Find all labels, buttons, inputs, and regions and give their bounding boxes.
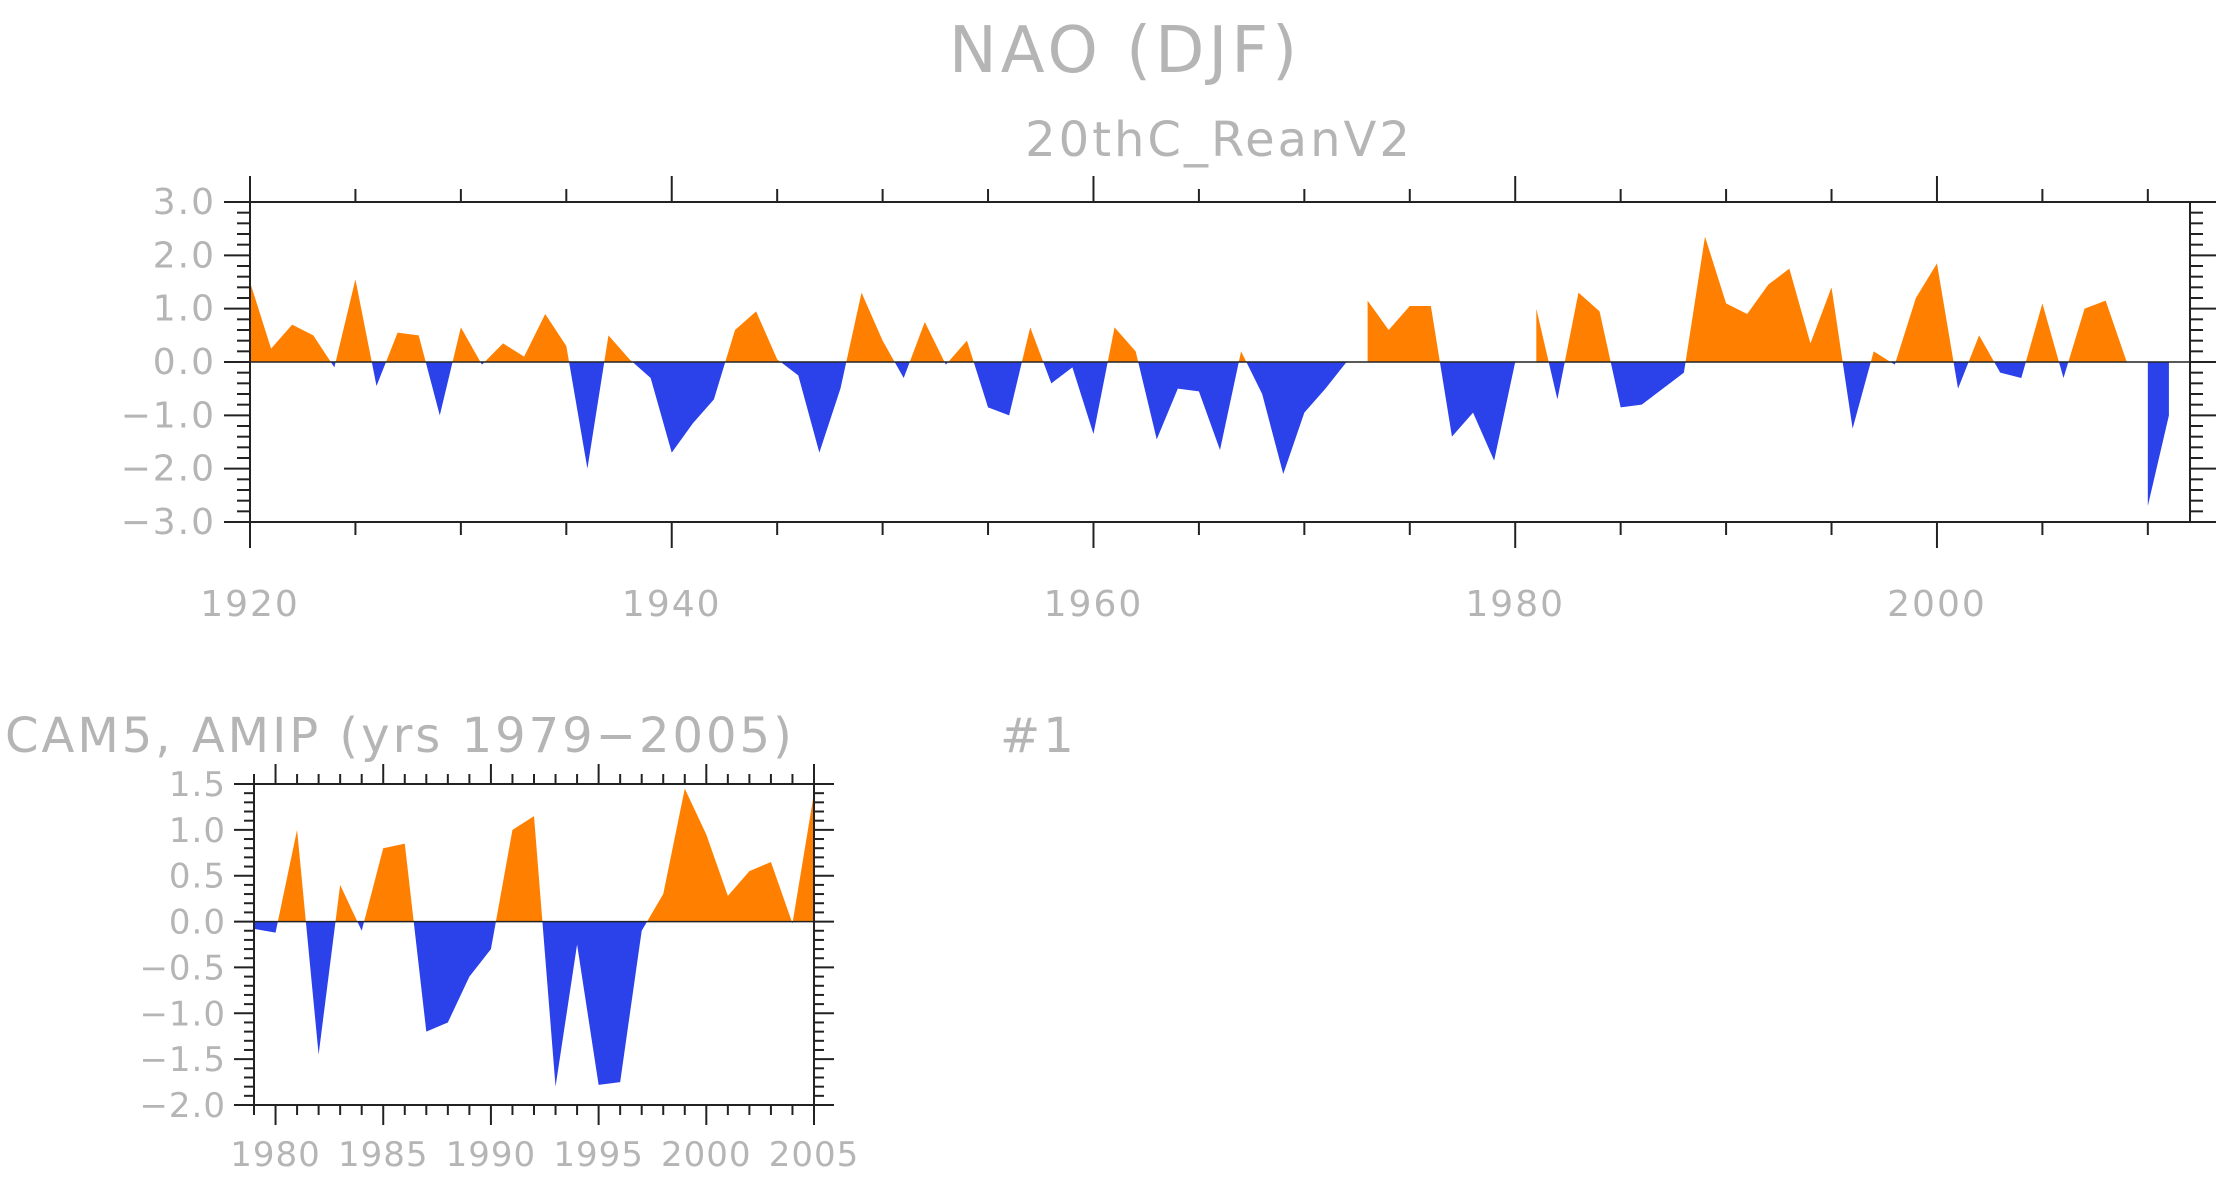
chart-1-area-positive-38 [1968,335,1995,362]
chart-1-ytick-label-2: 1.0 [153,289,216,330]
chart-1-area-negative-15 [894,362,910,378]
chart-1-area-negative-13 [780,362,847,453]
chart-2-ytick-label-7: −2.0 [139,1086,226,1126]
chart-1-area-positive-42 [2068,300,2127,362]
chart-1-ytick-label-0: 3.0 [153,182,216,223]
chart-1-subtitle: 20thC_ReanV2 [1025,112,1413,168]
chart-2-xtick-label-3: 1995 [553,1135,644,1175]
chart-1-area-positive-28 [1536,308,1549,362]
chart-1-area-positive-22 [1107,327,1139,362]
chart-1-area-negative-9 [569,362,605,469]
chart-2-label: #1 [1000,708,1077,764]
chart-1-xtick-label-0: 1920 [200,584,300,625]
chart-1-area-positive-10 [604,335,633,362]
chart-1-xtick-label-4: 2000 [1887,584,1987,625]
chart-2-area-positive-11 [792,793,814,922]
chart-2-ytick-label-1: 1.0 [169,811,226,851]
chart-1-area-positive-34 [1870,351,1891,362]
chart-1-area-negative-37 [1953,362,1969,389]
chart-1-area-negative-5 [425,362,453,416]
chart-2-ytick-label-6: −1.5 [139,1040,226,1080]
chart-2-ytick-label-2: 0.5 [169,857,226,897]
chart-1-area-negative-3 [371,362,387,386]
chart-1-area-negative-43 [2147,362,2169,506]
chart-1-area-negative-29 [1548,362,1565,400]
chart-1-area-positive-0 [250,282,331,362]
chart-1-area-positive-26 [1367,300,1440,362]
chart-1-ytick-label-3: 0.0 [153,342,216,383]
chart-1-area-positive-4 [386,332,426,362]
chart-1-area-negative-33 [1842,362,1871,429]
chart-1-area-positive-12 [725,311,781,362]
chart-1-plot: 3.0 2.0 1.0 0.0 −1.0 −2.0 −3.0 1920 1940 1960 1980… [121,176,2216,625]
chart-1-ytick-label-5: −2.0 [121,449,216,490]
chart-1-area-negative-11 [632,362,726,453]
chart-1-xtick-label-1: 1940 [622,584,722,625]
chart-1-ytick-label-4: −1.0 [121,395,216,436]
chart-1-area-negative-41 [2058,362,2069,378]
chart-2-area-positive-1 [277,829,306,922]
chart-2-xtick-label-2: 1990 [446,1135,537,1175]
chart-1-area-positive-6 [452,327,481,362]
chart-2-ytick-label-0: 1.5 [169,765,226,805]
chart-2-area-positive-7 [495,816,543,922]
chart-1-area-positive-36 [1895,263,1954,362]
chart-1-xtick-label-2: 1960 [1044,584,1144,625]
chart-1-area-negative-25 [1246,362,1347,474]
chart-1-area-positive-20 [1021,327,1044,362]
chart-1-title: NAO (DJF) [949,14,1301,88]
chart-2-ytick-label-5: −1.0 [139,994,226,1034]
chart-2-xtick-label-1: 1985 [338,1135,429,1175]
chart-1-area-positive-14 [846,292,895,362]
chart-2-xtick-label-5: 2005 [769,1135,860,1175]
chart-1-ytick-label-1: 2.0 [153,235,216,276]
chart-1-area-negative-23 [1138,362,1239,450]
chart-1-area-positive-24 [1238,351,1247,362]
chart-2-title: CAM5, AMIP (yrs 1979−2005) [5,708,795,764]
chart-2-area-negative-6 [413,921,496,1032]
chart-2-area-positive-9 [647,788,792,922]
chart-2-ytick-label-3: 0.0 [169,903,226,943]
chart-1-area-positive-16 [909,322,945,362]
chart-2-area-negative-8 [542,921,648,1087]
chart-2-area-negative-2 [305,921,336,1055]
chart-1-area-negative-39 [1994,362,2026,378]
chart-1-area-positive-32 [1685,236,1843,362]
chart-1-area-negative-31 [1610,362,1686,408]
chart-1-area-positive-40 [2025,303,2059,362]
chart-2-area-negative-4 [357,921,365,931]
chart-1-ytick-label-6: −3.0 [121,502,216,543]
chart-1-area-positive-8 [484,314,570,362]
chart-2-ytick-label-4: −0.5 [139,948,226,988]
chart-1-area-positive-2 [335,279,372,362]
chart-1-area-negative-21 [1043,362,1108,434]
chart-2-area-positive-5 [364,843,414,922]
chart-1-area-negative-1 [330,362,336,368]
chart-1-xtick-label-3: 1980 [1465,584,1565,625]
chart-2-xtick-label-0: 1980 [230,1135,321,1175]
chart-1-area-negative-19 [973,362,1022,416]
chart-1-area-positive-18 [948,340,974,362]
chart-2-xtick-label-4: 2000 [661,1135,752,1175]
chart-2-area-negative-0 [254,921,278,933]
chart-1-area-negative-27 [1439,362,1516,461]
chart-1-area-positive-30 [1564,292,1611,362]
chart-2-area-positive-3 [335,884,358,922]
